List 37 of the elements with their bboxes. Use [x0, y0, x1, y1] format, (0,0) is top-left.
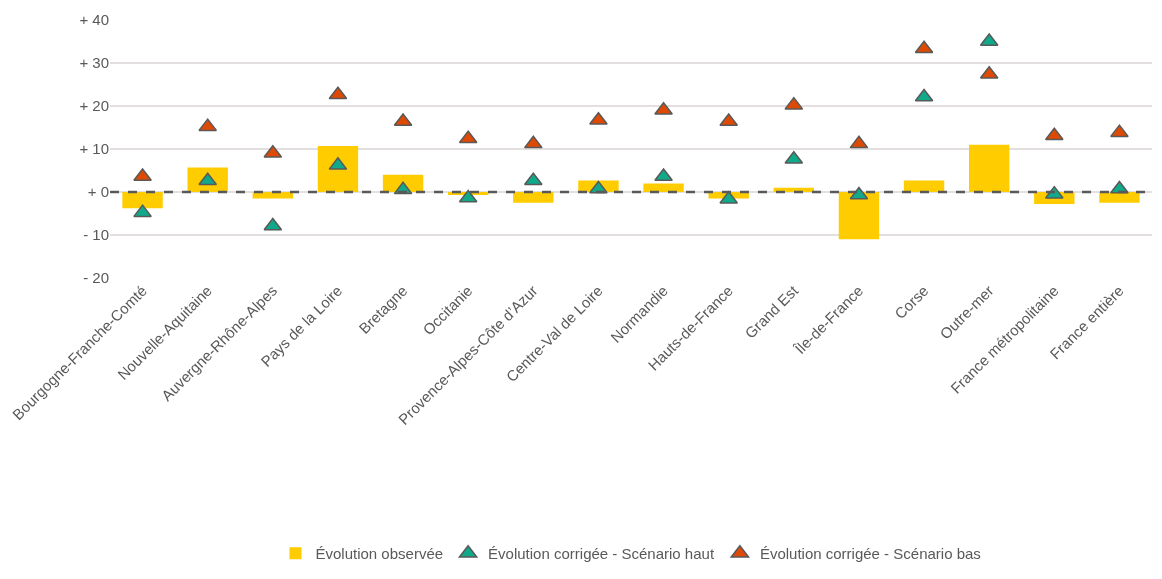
y-tick-label: + 40 — [79, 11, 109, 29]
point — [914, 88, 934, 102]
y-tick-label: + 0 — [87, 183, 109, 201]
point — [979, 65, 999, 79]
bar — [969, 144, 1010, 192]
y-tick-label: + 10 — [79, 140, 109, 158]
y-tick-label: + 30 — [79, 54, 109, 72]
y-tick-label: - 20 — [83, 269, 109, 287]
point — [654, 168, 673, 182]
point — [133, 204, 152, 218]
point — [458, 130, 478, 144]
y-tick-label: - 10 — [83, 226, 109, 244]
bar — [513, 192, 554, 203]
point — [1044, 127, 1064, 141]
point — [458, 189, 478, 203]
point — [523, 172, 543, 186]
bar — [903, 180, 945, 192]
point — [133, 168, 152, 182]
point — [589, 111, 608, 125]
legend-label: Évolution corrigée - Scénario haut — [488, 545, 715, 563]
point — [1110, 124, 1129, 138]
point — [914, 40, 934, 54]
legend-label: Évolution corrigée - Scénario bas — [759, 545, 981, 563]
bar — [122, 192, 163, 209]
point — [784, 96, 804, 110]
point — [849, 186, 869, 200]
bar — [1099, 192, 1140, 203]
y-tick-label: + 20 — [79, 97, 109, 115]
bar — [317, 145, 359, 192]
bar — [838, 192, 880, 240]
point — [263, 217, 283, 231]
point — [328, 86, 348, 100]
point — [849, 135, 869, 149]
point — [198, 118, 218, 132]
bar — [643, 183, 684, 192]
point — [523, 135, 543, 149]
legend-label: Évolution observée — [315, 545, 444, 563]
